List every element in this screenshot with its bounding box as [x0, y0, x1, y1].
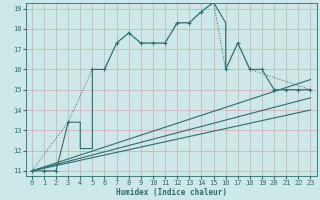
X-axis label: Humidex (Indice chaleur): Humidex (Indice chaleur)	[116, 188, 227, 197]
